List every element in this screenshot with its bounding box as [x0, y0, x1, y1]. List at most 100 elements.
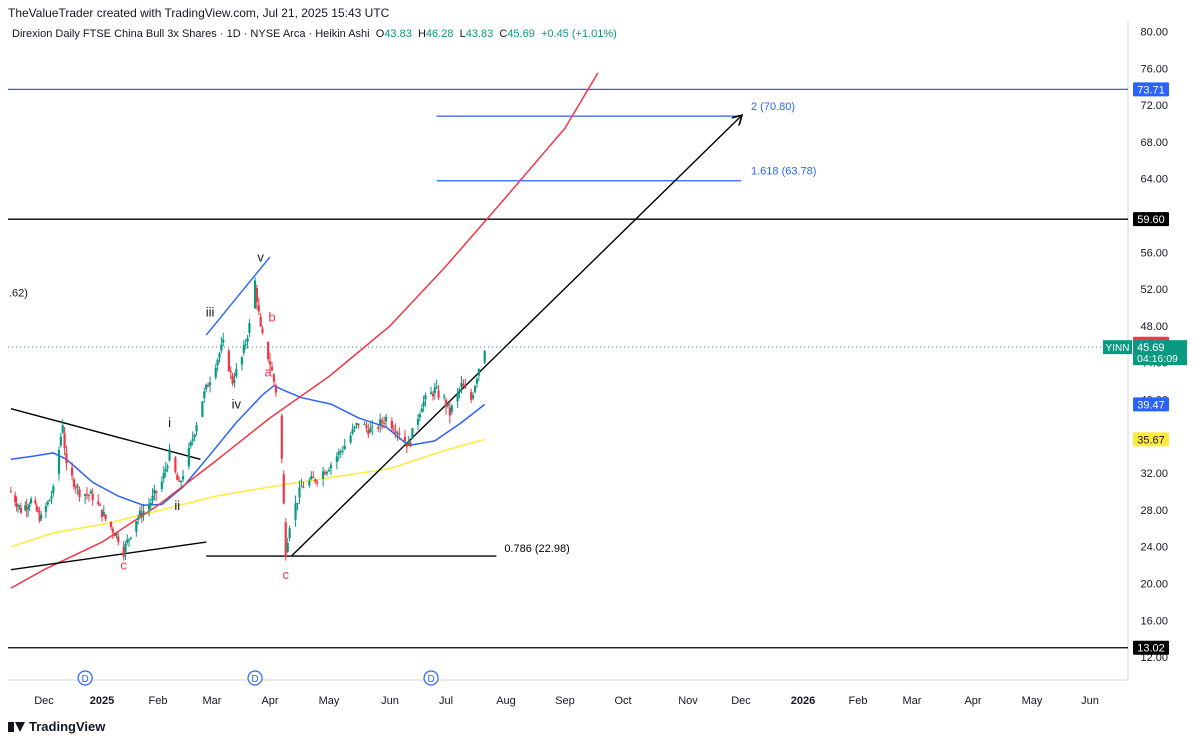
candle-body — [153, 490, 156, 494]
candle-body — [470, 392, 473, 400]
candle-body — [35, 505, 38, 511]
fib-level-label: 1.618 (63.78) — [751, 166, 816, 178]
candle-body — [235, 368, 238, 377]
candle-body — [48, 499, 51, 502]
candle-body — [288, 528, 291, 538]
high-label: H — [417, 28, 426, 40]
candle-body — [371, 426, 374, 428]
candle-body — [418, 414, 421, 418]
candle-body — [244, 343, 247, 345]
candle-body — [181, 476, 185, 480]
candle-body — [201, 401, 204, 417]
candle-body — [312, 476, 315, 478]
candle-body — [382, 423, 386, 425]
candle-body — [267, 341, 270, 360]
candle-body — [355, 422, 358, 426]
candle-body — [248, 323, 251, 333]
candle-body — [349, 435, 352, 443]
candle-body — [462, 384, 465, 387]
candle-body — [353, 426, 356, 429]
x-axis: Dec 2025 Feb Mar Apr May Jun Jul Aug Sep Oct Nov Dec… — [34, 695, 1099, 707]
wave-label: c — [120, 558, 127, 573]
parabolic-curve-line — [10, 72, 599, 589]
candle-body — [381, 420, 384, 423]
candle-body — [28, 505, 31, 507]
x-tick-label: Nov — [678, 695, 698, 707]
dividend-marker: D — [247, 670, 263, 686]
indicator-price-tag-bg — [1133, 397, 1169, 412]
candle-body — [329, 464, 333, 469]
candle-body — [195, 425, 198, 432]
candle-body — [87, 494, 91, 496]
candle-body — [259, 316, 262, 327]
candle-body — [377, 427, 380, 429]
candle-body — [40, 514, 43, 519]
x-tick-label: Apr — [964, 695, 981, 707]
blue-level-tag-bg — [1133, 82, 1169, 97]
candle-body — [214, 367, 217, 378]
indicator-price-tag: 35.67 — [1133, 432, 1169, 447]
y-tick-label: 52.00 — [1140, 284, 1168, 296]
candle-body — [149, 502, 152, 505]
x-tick-label: Oct — [614, 695, 631, 707]
bar-countdown-text: 04:16:09 — [1137, 353, 1178, 365]
x-tick-label: Feb — [149, 695, 168, 707]
candle-body — [403, 436, 407, 442]
candle-body — [122, 547, 125, 557]
candle-body — [473, 386, 477, 393]
candle-body — [435, 386, 438, 388]
candle-body — [218, 353, 221, 358]
tradingview-brand: TradingView — [8, 719, 105, 734]
high-value: 46.28 — [425, 28, 454, 40]
fib-level-label: 0.786 (22.98) — [504, 543, 569, 555]
candle-body — [138, 510, 142, 516]
candle-body — [76, 485, 79, 488]
candle-body — [59, 436, 62, 446]
candle-body — [65, 453, 68, 464]
candle-body — [477, 369, 481, 376]
candle-body — [282, 474, 285, 504]
x-tick-label: Mar — [903, 695, 922, 707]
x-tick-label: Dec — [34, 695, 54, 707]
close-label: C — [499, 28, 508, 40]
y-tick-label: 28.00 — [1140, 505, 1168, 517]
x-tick-label: May — [319, 695, 340, 707]
ascending-support-line — [10, 541, 207, 571]
candle-body — [446, 403, 450, 406]
candle-body — [242, 344, 245, 353]
candle-body — [327, 470, 331, 472]
wave-label: v — [257, 250, 264, 265]
y-tick-label: 24.00 — [1140, 542, 1168, 554]
candle-body — [115, 533, 118, 536]
wave-label: i — [168, 415, 171, 430]
wave-label: ii — [174, 498, 180, 513]
candle-body — [450, 405, 453, 413]
candle-body — [369, 428, 372, 433]
candle-body — [246, 338, 249, 342]
ma-yellow-line — [10, 438, 485, 548]
y-tick-label: 72.00 — [1140, 100, 1168, 112]
wave-label: a — [265, 365, 273, 380]
candle-body — [99, 504, 102, 506]
tradingview-logo-icon — [8, 721, 25, 732]
candle-body — [100, 509, 104, 518]
candle-body — [135, 521, 138, 532]
candle-body — [464, 386, 467, 389]
candle-body — [18, 505, 21, 507]
candle-body — [166, 466, 169, 469]
x-tick-label: Jun — [1081, 695, 1099, 707]
y-tick-label: 76.00 — [1140, 63, 1168, 75]
candle-body — [85, 494, 89, 496]
candle-body — [61, 425, 64, 433]
candle-body — [126, 539, 129, 543]
wave-label: c — [282, 567, 289, 582]
candle-body — [475, 379, 479, 384]
y-tick-label: 16.00 — [1140, 615, 1168, 627]
candle-body — [208, 382, 212, 386]
candle-body — [390, 420, 393, 429]
x-tick-label: May — [1022, 695, 1043, 707]
candle-body — [268, 360, 272, 365]
candle-body — [253, 280, 257, 309]
candle-body — [78, 489, 81, 497]
